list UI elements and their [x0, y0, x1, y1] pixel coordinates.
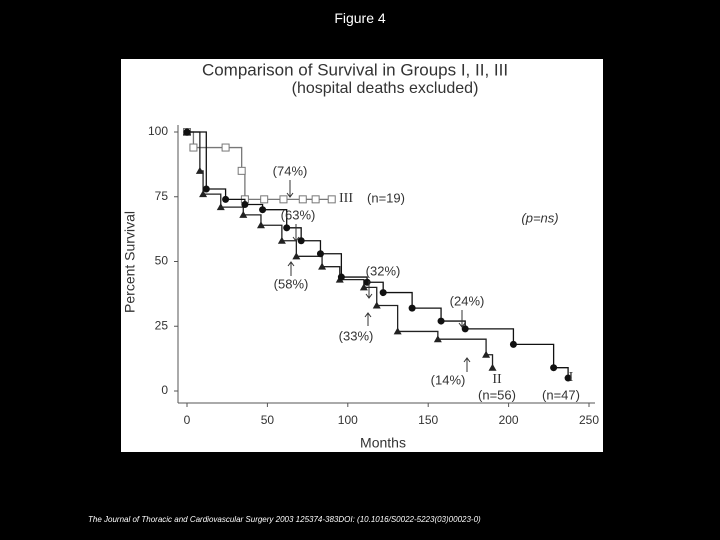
annotation: (24%) — [450, 293, 485, 308]
data-point — [241, 201, 249, 209]
step-segment — [513, 343, 555, 368]
data-point — [283, 224, 291, 232]
data-point — [482, 350, 491, 358]
data-point — [408, 304, 416, 312]
annotation: (p=ns) — [521, 210, 558, 225]
data-point — [292, 252, 301, 260]
data-point — [189, 143, 198, 152]
step-segment — [225, 146, 243, 171]
data-point — [550, 364, 558, 372]
data-point — [195, 166, 204, 174]
step-segment — [363, 286, 378, 306]
step-segment — [262, 209, 288, 228]
data-point — [437, 317, 445, 325]
data-point — [279, 195, 288, 204]
y-tick-label: 0 — [161, 383, 168, 397]
step-segment — [465, 328, 515, 345]
data-point — [256, 221, 265, 229]
data-point — [359, 283, 368, 291]
slide-title: Figure 4 — [334, 10, 386, 26]
annotation: (63%) — [281, 207, 316, 222]
data-point — [199, 190, 208, 198]
x-tick-label: 150 — [418, 413, 438, 427]
data-point — [433, 335, 442, 343]
annotation: (33%) — [339, 328, 374, 343]
data-point — [337, 273, 345, 281]
chart-title: Comparison of Survival in Groups I, II, … — [202, 60, 508, 79]
annotation: (58%) — [274, 276, 309, 291]
data-point — [239, 210, 248, 218]
data-point — [372, 301, 381, 309]
data-point — [564, 374, 572, 382]
data-point — [277, 236, 286, 244]
y-axis-label: Percent Survival — [122, 211, 138, 313]
data-point — [260, 195, 269, 204]
data-point — [222, 195, 230, 203]
step-segment — [437, 338, 487, 355]
data-point — [488, 363, 497, 371]
data-point — [509, 340, 517, 348]
data-point — [461, 325, 469, 333]
annotation: (n=47) — [542, 387, 580, 402]
step-segment — [383, 291, 413, 309]
x-tick-label: 100 — [338, 413, 358, 427]
data-point — [297, 237, 305, 245]
data-point — [363, 278, 371, 286]
arrow — [364, 312, 372, 326]
data-point — [327, 195, 336, 204]
annotation: (14%) — [431, 372, 466, 387]
x-tick-label: 0 — [184, 413, 191, 427]
data-point — [393, 327, 402, 335]
data-point — [237, 166, 246, 175]
data-point — [183, 128, 191, 136]
step-segment — [301, 240, 322, 254]
y-tick-label: 75 — [155, 189, 169, 203]
data-point — [298, 195, 307, 204]
step-segment — [412, 307, 442, 322]
arrow — [292, 224, 300, 242]
annotation: (74%) — [273, 163, 308, 178]
x-tick-label: 50 — [261, 413, 275, 427]
chart-subtitle: (hospital deaths excluded) — [292, 80, 479, 97]
data-point — [379, 289, 387, 297]
x-tick-label: 250 — [579, 413, 599, 427]
series-label: II — [492, 372, 502, 387]
data-point — [311, 195, 320, 204]
arrow — [287, 261, 295, 276]
annotation: (32%) — [366, 263, 401, 278]
x-tick-label: 200 — [499, 413, 519, 427]
y-tick-label: 25 — [155, 318, 169, 332]
citation: The Journal of Thoracic and Cardiovascul… — [88, 515, 481, 524]
step-segment — [376, 304, 399, 332]
data-point — [216, 203, 225, 211]
series-label: I — [569, 370, 574, 385]
step-segment — [320, 253, 343, 278]
data-point — [318, 262, 327, 270]
step-segment — [260, 224, 283, 241]
step-segment — [187, 131, 207, 189]
series-label: III — [339, 191, 353, 206]
arrow — [365, 281, 373, 299]
x-axis-label: Months — [360, 435, 406, 451]
arrow — [458, 310, 466, 328]
step-segment — [203, 193, 222, 208]
annotation: (n=56) — [478, 387, 516, 402]
y-tick-label: 100 — [148, 124, 168, 138]
annotation: (n=19) — [367, 190, 405, 205]
data-point — [316, 250, 324, 258]
figure-panel — [121, 59, 603, 452]
arrow — [286, 180, 294, 198]
arrow — [463, 357, 471, 372]
data-point — [202, 185, 210, 193]
y-tick-label: 50 — [155, 254, 169, 268]
data-point — [259, 206, 267, 214]
step-segment — [286, 227, 302, 241]
data-point — [221, 143, 230, 152]
